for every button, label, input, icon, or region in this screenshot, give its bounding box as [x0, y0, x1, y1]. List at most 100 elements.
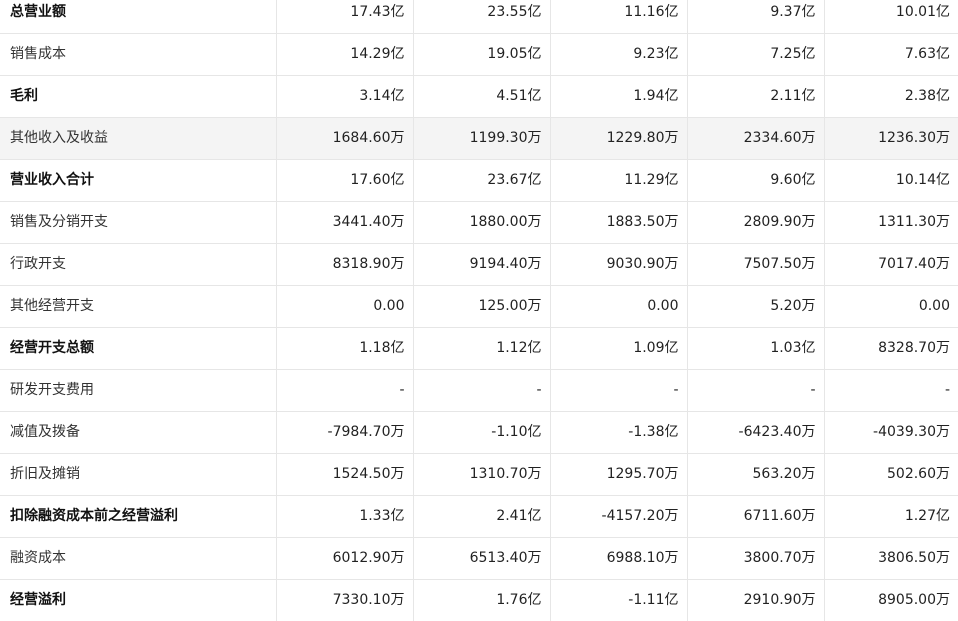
- value-cell: 3800.70万: [687, 537, 825, 580]
- value-cell: 502.60万: [824, 453, 958, 496]
- row-label: 其他收入及收益: [0, 117, 277, 160]
- value-cell: 1.76亿: [413, 579, 551, 621]
- value-cell: -4157.20万: [550, 495, 688, 538]
- value-cell: 1880.00万: [413, 201, 551, 244]
- row-label: 研发开支费用: [0, 369, 277, 412]
- value-cell: 9030.90万: [550, 243, 688, 286]
- value-cell: 7.63亿: [824, 33, 958, 76]
- table-row: 行政开支 8318.90万 9194.40万 9030.90万 7507.50万 7017…: [0, 243, 958, 286]
- value-cell: 1.33亿: [276, 495, 414, 538]
- value-cell: 1310.70万: [413, 453, 551, 496]
- value-cell: 2.41亿: [413, 495, 551, 538]
- value-cell: 9.60亿: [687, 159, 825, 202]
- table-row: 总营业额 17.43亿 23.55亿 11.16亿 9.37亿 10.01亿: [0, 0, 958, 34]
- table-row: 销售及分销开支 3441.40万 1880.00万 1883.50万 2809.90万 1…: [0, 201, 958, 244]
- table-row: 销售成本 14.29亿 19.05亿 9.23亿 7.25亿 7.63亿: [0, 33, 958, 76]
- value-cell: 2.38亿: [824, 75, 958, 118]
- value-cell: 10.01亿: [824, 0, 958, 34]
- value-cell: 125.00万: [413, 285, 551, 328]
- value-cell: 19.05亿: [413, 33, 551, 76]
- value-cell: 10.14亿: [824, 159, 958, 202]
- value-cell: 3441.40万: [276, 201, 414, 244]
- table-row: 营业收入合计 17.60亿 23.67亿 11.29亿 9.60亿 10.14亿: [0, 159, 958, 202]
- row-label: 总营业额: [0, 0, 277, 34]
- table-row: 经营溢利 7330.10万 1.76亿 -1.11亿 2910.90万 8905.00万: [0, 579, 958, 621]
- value-cell: 17.60亿: [276, 159, 414, 202]
- value-cell: -4039.30万: [824, 411, 958, 454]
- table-row: 融资成本 6012.90万 6513.40万 6988.10万 3800.70万 3806…: [0, 537, 958, 580]
- row-label: 融资成本: [0, 537, 277, 580]
- table-row: 减值及拨备 -7984.70万 -1.10亿 -1.38亿 -6423.40万 -4039…: [0, 411, 958, 454]
- row-label: 经营溢利: [0, 579, 277, 621]
- value-cell: 1.94亿: [550, 75, 688, 118]
- value-cell: 8328.70万: [824, 327, 958, 370]
- value-cell: 1.27亿: [824, 495, 958, 538]
- value-cell: 563.20万: [687, 453, 825, 496]
- value-cell: -: [276, 369, 414, 412]
- value-cell: 3806.50万: [824, 537, 958, 580]
- value-cell: 2.11亿: [687, 75, 825, 118]
- value-cell: 23.67亿: [413, 159, 551, 202]
- row-label: 折旧及摊销: [0, 453, 277, 496]
- value-cell: -1.11亿: [550, 579, 688, 621]
- value-cell: 1883.50万: [550, 201, 688, 244]
- value-cell: 1229.80万: [550, 117, 688, 160]
- row-label: 减值及拨备: [0, 411, 277, 454]
- table-row: 研发开支费用 - - - - -: [0, 369, 958, 412]
- value-cell: 1684.60万: [276, 117, 414, 160]
- value-cell: 5.20万: [687, 285, 825, 328]
- value-cell: 9194.40万: [413, 243, 551, 286]
- value-cell: 9.37亿: [687, 0, 825, 34]
- value-cell: -7984.70万: [276, 411, 414, 454]
- value-cell: -1.38亿: [550, 411, 688, 454]
- value-cell: 1295.70万: [550, 453, 688, 496]
- value-cell: 7330.10万: [276, 579, 414, 621]
- table-row: 其他收入及收益 1684.60万 1199.30万 1229.80万 2334.60万 1…: [0, 117, 958, 160]
- value-cell: 14.29亿: [276, 33, 414, 76]
- value-cell: 11.29亿: [550, 159, 688, 202]
- row-label: 行政开支: [0, 243, 277, 286]
- value-cell: 2334.60万: [687, 117, 825, 160]
- value-cell: 7.25亿: [687, 33, 825, 76]
- row-label: 营业收入合计: [0, 159, 277, 202]
- table-row: 其他经营开支 0.00 125.00万 0.00 5.20万 0.00: [0, 285, 958, 328]
- row-label: 销售成本: [0, 33, 277, 76]
- value-cell: 1.03亿: [687, 327, 825, 370]
- row-label: 其他经营开支: [0, 285, 277, 328]
- table-row: 扣除融资成本前之经营溢利 1.33亿 2.41亿 -4157.20万 6711.60万 1…: [0, 495, 958, 538]
- row-label: 经营开支总额: [0, 327, 277, 370]
- value-cell: -: [413, 369, 551, 412]
- value-cell: 1.09亿: [550, 327, 688, 370]
- value-cell: 7017.40万: [824, 243, 958, 286]
- value-cell: 1236.30万: [824, 117, 958, 160]
- table-row: 毛利 3.14亿 4.51亿 1.94亿 2.11亿 2.38亿: [0, 75, 958, 118]
- table-row: 经营开支总额 1.18亿 1.12亿 1.09亿 1.03亿 8328.70万: [0, 327, 958, 370]
- value-cell: -: [824, 369, 958, 412]
- value-cell: -: [687, 369, 825, 412]
- value-cell: -1.10亿: [413, 411, 551, 454]
- value-cell: 3.14亿: [276, 75, 414, 118]
- value-cell: 7507.50万: [687, 243, 825, 286]
- value-cell: 2910.90万: [687, 579, 825, 621]
- value-cell: 1311.30万: [824, 201, 958, 244]
- value-cell: 23.55亿: [413, 0, 551, 34]
- value-cell: 1199.30万: [413, 117, 551, 160]
- value-cell: 1.12亿: [413, 327, 551, 370]
- table-row: 折旧及摊销 1524.50万 1310.70万 1295.70万 563.20万 502.…: [0, 453, 958, 496]
- value-cell: 1524.50万: [276, 453, 414, 496]
- value-cell: 6012.90万: [276, 537, 414, 580]
- value-cell: 6711.60万: [687, 495, 825, 538]
- value-cell: 1.18亿: [276, 327, 414, 370]
- row-label: 毛利: [0, 75, 277, 118]
- row-label: 销售及分销开支: [0, 201, 277, 244]
- value-cell: 0.00: [824, 285, 958, 328]
- value-cell: -6423.40万: [687, 411, 825, 454]
- value-cell: 11.16亿: [550, 0, 688, 34]
- value-cell: 2809.90万: [687, 201, 825, 244]
- value-cell: 6988.10万: [550, 537, 688, 580]
- value-cell: 6513.40万: [413, 537, 551, 580]
- value-cell: 8318.90万: [276, 243, 414, 286]
